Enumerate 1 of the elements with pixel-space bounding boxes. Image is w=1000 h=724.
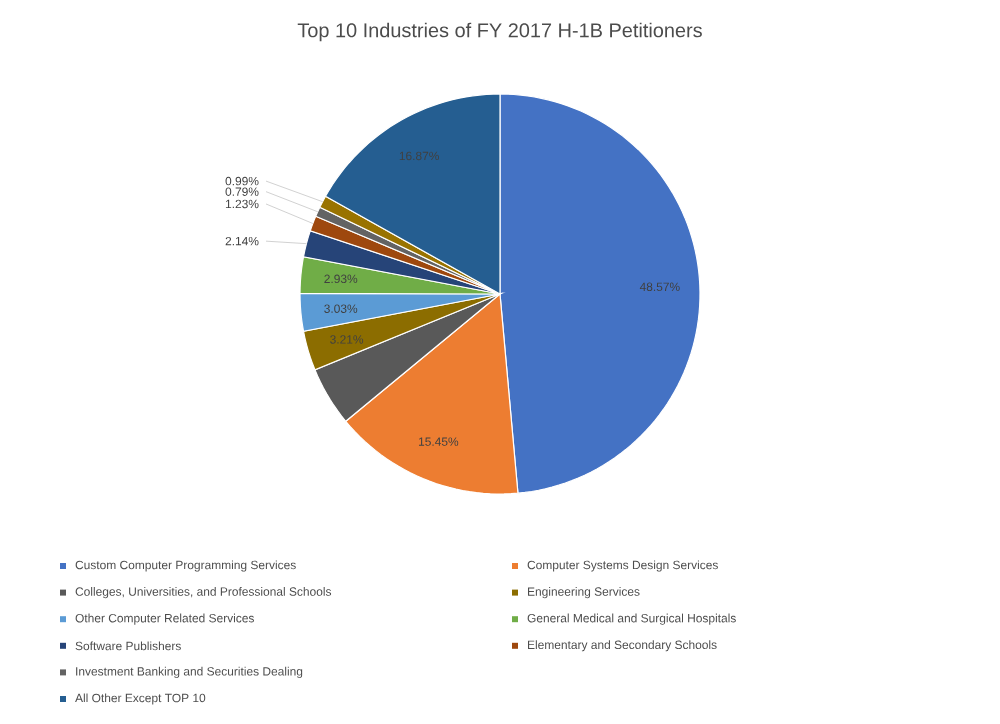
chart-title: Top 10 Industries of FY 2017 H-1B Petitioners <box>297 22 702 42</box>
